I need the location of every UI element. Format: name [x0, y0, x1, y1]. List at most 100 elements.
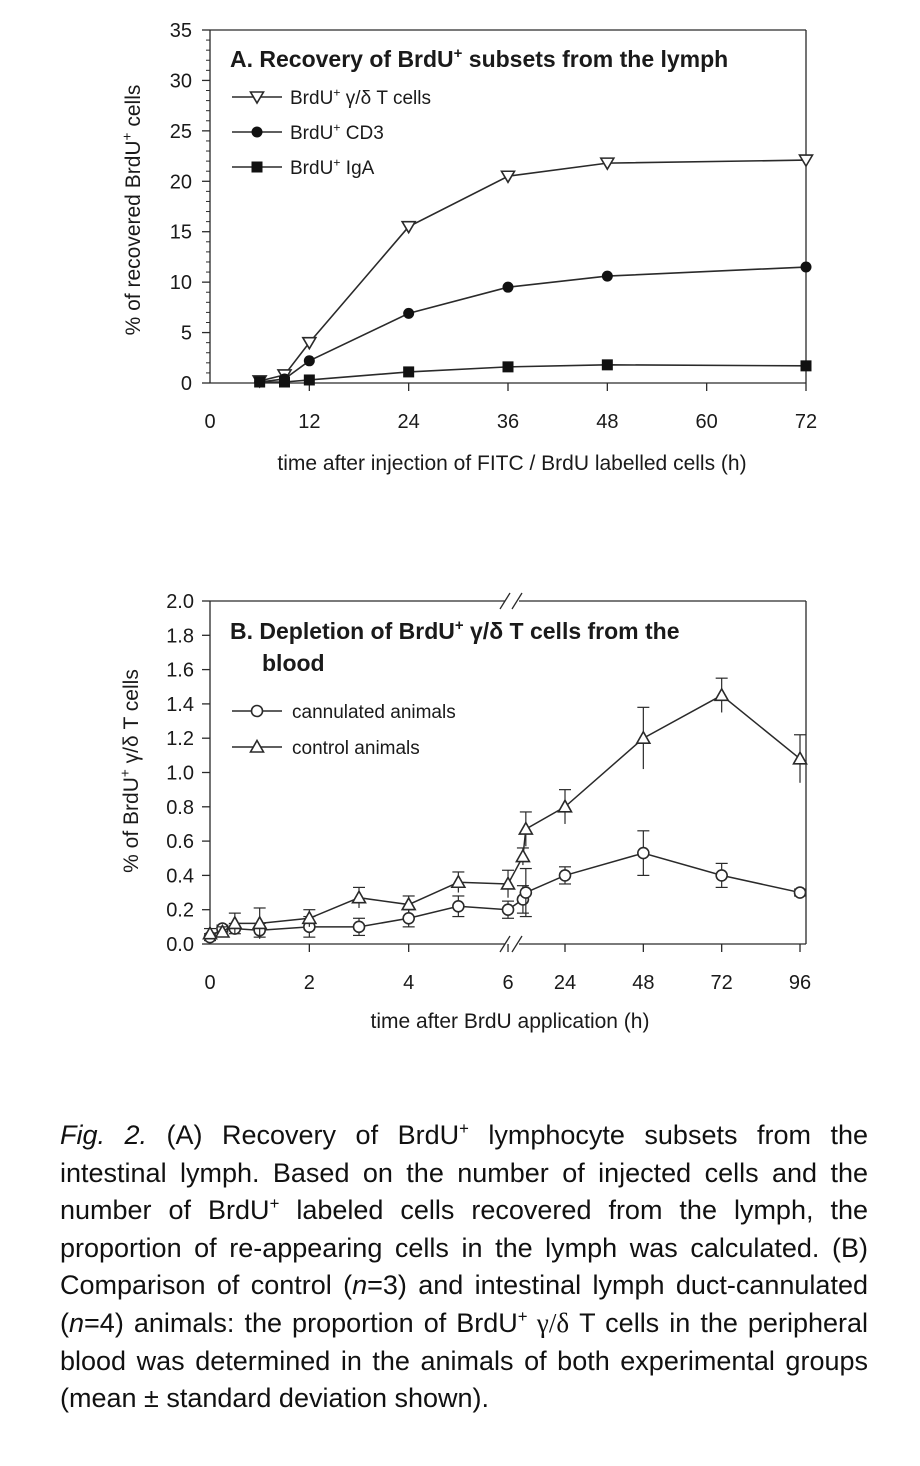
- chart-title: A. Recovery of BrdU+ subsets from the ly…: [230, 45, 728, 72]
- x-tick-label: 0: [204, 411, 215, 433]
- x-tick-label: 48: [596, 411, 618, 433]
- y-tick-label: 1.6: [166, 660, 194, 682]
- data-point: [452, 899, 465, 913]
- data-point: [713, 687, 730, 702]
- y-tick-label: 25: [170, 121, 192, 143]
- data-point: [402, 911, 415, 925]
- legend-marker: [249, 738, 265, 753]
- superscript-plus: +: [120, 132, 135, 140]
- legend-marker: [250, 704, 264, 718]
- y-tick-label: 1.8: [166, 625, 194, 647]
- x-tick-label: 24: [554, 972, 576, 994]
- data-point: [558, 869, 572, 882]
- label-part: subsets from the lymph: [462, 46, 728, 72]
- axis-break-mark: [499, 935, 511, 953]
- data-point: [450, 874, 467, 889]
- data-point: [403, 366, 415, 378]
- x-tick-label: 4: [403, 972, 414, 994]
- y-tick-label: 0.6: [166, 831, 194, 853]
- x-tick-label: 2: [304, 972, 315, 994]
- legend-label: cannulated animals: [292, 702, 456, 723]
- superscript-plus: +: [333, 85, 340, 99]
- y-tick-label: 1.2: [166, 728, 194, 750]
- data-point: [500, 170, 516, 184]
- label-part: γ/δ T cells from the: [464, 618, 680, 644]
- x-tick-label: 24: [398, 411, 420, 433]
- x-tick-label: 0: [204, 972, 215, 994]
- legend-marker: [251, 126, 263, 138]
- label-part: IgA: [341, 158, 375, 179]
- caption-superscript: +: [459, 1119, 469, 1138]
- axis-break-mark: [511, 592, 523, 610]
- data-point: [792, 750, 808, 765]
- superscript-plus: +: [454, 45, 463, 62]
- caption-greek: γ/δ: [527, 1307, 570, 1338]
- caption-superscript: +: [517, 1306, 528, 1326]
- series-line: [209, 694, 801, 935]
- data-point: [279, 376, 290, 388]
- data-point: [800, 261, 812, 273]
- label-part: BrdU: [290, 88, 333, 109]
- label-part: % of BrdU: [120, 777, 143, 873]
- superscript-plus: +: [118, 769, 133, 777]
- data-point: [500, 875, 516, 890]
- data-point: [601, 359, 613, 371]
- x-tick-label: 6: [502, 972, 513, 994]
- y-tick-label: 0.2: [166, 900, 194, 922]
- label-part: cells: [122, 85, 145, 133]
- data-point: [793, 886, 807, 899]
- y-tick-label: 1.4: [166, 694, 194, 716]
- caption-n-symbol: n: [352, 1270, 368, 1301]
- data-point: [403, 307, 415, 319]
- data-point: [301, 910, 318, 925]
- data-point: [517, 820, 534, 835]
- data-point: [637, 846, 650, 860]
- panel-b-chart: 0.00.20.40.60.81.01.21.41.61.82.00 2 4 6 24 4…: [118, 591, 812, 1033]
- figure-caption: Fig. 2. (A) Recovery of BrdU+ lymphocyte…: [60, 1117, 868, 1418]
- y-tick-label: 2.0: [166, 591, 194, 613]
- label-part: BrdU: [290, 123, 333, 144]
- y-tick-label: 10: [170, 272, 192, 294]
- data-point: [501, 903, 515, 917]
- label-part: % of recovered BrdU: [122, 140, 145, 335]
- caption-text: labeled cells recovered from the lymph, …: [60, 1195, 868, 1301]
- y-tick-label: 35: [170, 20, 192, 42]
- x-tick-label: 60: [696, 411, 718, 433]
- data-point: [519, 886, 533, 899]
- axis-break-mark: [499, 592, 511, 610]
- caption-superscript: +: [269, 1194, 280, 1214]
- data-point: [352, 920, 366, 934]
- chart-title: blood: [262, 650, 325, 676]
- legend-label: control animals: [292, 738, 420, 759]
- caption-lead: Fig. 2.: [60, 1120, 148, 1150]
- legend-marker: [251, 161, 263, 173]
- y-tick-label: 20: [170, 171, 192, 193]
- label-part: B. Depletion of BrdU: [230, 618, 455, 644]
- data-point: [400, 896, 417, 911]
- x-tick-label: 96: [789, 972, 811, 994]
- caption-text: =3) and intestinal lymph duct-cannulated…: [60, 1270, 868, 1338]
- caption-n-symbol: n: [69, 1307, 85, 1338]
- series-line: [209, 852, 801, 938]
- y-tick-label: 30: [170, 70, 192, 92]
- legend-label: BrdU+ γ/δ T cells: [290, 85, 431, 109]
- data-point: [303, 374, 315, 386]
- y-tick-label: 0.0: [166, 934, 194, 956]
- data-point: [800, 360, 812, 372]
- label-part: A. Recovery of BrdU: [230, 46, 454, 72]
- x-axis-label: time after BrdU application (h): [371, 1010, 650, 1033]
- label-part: CD3: [341, 123, 384, 144]
- chart-title: B. Depletion of BrdU+ γ/δ T cells from t…: [230, 617, 680, 644]
- data-point: [214, 923, 231, 938]
- superscript-plus: +: [455, 617, 464, 634]
- data-point: [557, 798, 573, 813]
- data-point: [515, 848, 531, 863]
- x-tick-label: 36: [497, 411, 519, 433]
- label-part: γ/δ T cells: [341, 88, 431, 109]
- label-part: BrdU: [290, 158, 333, 179]
- data-point: [715, 869, 728, 882]
- y-axis-label: % of recovered BrdU+ cells: [120, 85, 145, 336]
- data-point: [301, 336, 318, 351]
- axis-break-mark: [511, 935, 523, 953]
